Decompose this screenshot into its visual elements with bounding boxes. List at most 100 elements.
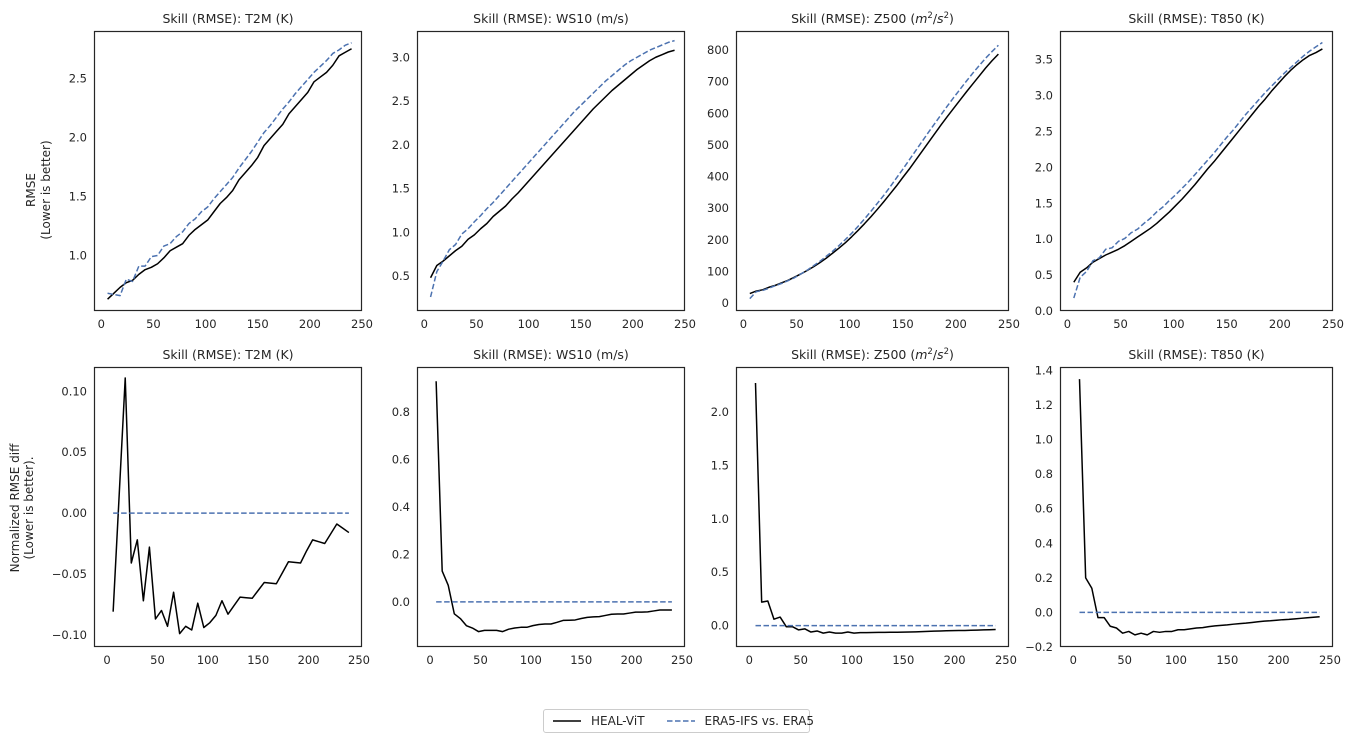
series-line-heal-vit [754,383,996,634]
x-tick-label: 250 [674,317,696,331]
y-tick-label: 100 [707,264,729,278]
y-tick-label: 2.0 [1035,160,1053,174]
plot-frame [1059,366,1334,648]
chart-panel-r1c2: Skill (RMSE): Z500 (m2/s2) 0 50 100 150 200 25… [711,347,1017,667]
x-tick-label: 250 [1319,653,1341,667]
y-tick-label: 2.5 [392,94,410,108]
y-tick-label: 400 [707,170,729,184]
chart-title: Skill (RMSE): Z500 (m2/s2) [791,11,954,26]
x-tick-label: 250 [671,653,693,667]
y-tick-label: −0.05 [52,567,87,581]
chart-title: Skill (RMSE): T2M (K) [162,347,293,362]
x-tick-label: 200 [622,317,644,331]
y-tick-label: −0.10 [52,628,87,642]
x-tick-label: 50 [146,317,161,331]
x-tick-label: 150 [570,653,592,667]
x-tick-label: 200 [621,653,643,667]
y-tick-label: 3.0 [392,50,410,64]
x-tick-label: 0 [1064,317,1071,331]
y-tick-label: 0.0 [1035,304,1053,318]
y-tick-label: 1.5 [711,458,729,472]
y-tick-label: 0 [722,296,729,310]
chart-panel-r1c3: Skill (RMSE): T850 (K) 0 50 100 150 200 250 −0.… [1025,347,1341,667]
y-tick-label: 0.2 [392,547,410,561]
plot-frame [735,366,1010,648]
x-tick-label: 100 [839,317,861,331]
x-tick-label: 100 [518,317,540,331]
chart-panel-r1c0: Skill (RMSE): T2M (K) 0 50 100 150 200 250 −0.1… [52,347,370,667]
x-tick-label: 100 [841,653,863,667]
y-tick-label: 1.0 [1035,433,1053,447]
x-tick-label: 100 [520,653,542,667]
chart-title: Skill (RMSE): Z500 (m2/s2) [791,347,954,362]
legend-entry-era5-ifs: ERA5-IFS vs. ERA5 [645,714,815,728]
x-tick-label: 200 [298,653,320,667]
legend-label-era5-ifs: ERA5-IFS vs. ERA5 [704,714,815,728]
y-tick-label: 0.2 [1035,571,1053,585]
y-tick-label: 2.0 [69,130,87,144]
y-tick-label: 2.5 [69,71,87,85]
x-tick-label: 50 [793,653,808,667]
x-tick-label: 200 [1268,653,1290,667]
series-line-heal-vit [107,48,352,300]
x-tick-label: 50 [469,317,484,331]
row0-ylabel: RMSE (Lower is better) [24,140,53,239]
series-line-heal-vit [429,49,675,279]
x-tick-label: 250 [351,317,373,331]
chart-title: Skill (RMSE): T850 (K) [1128,11,1264,26]
y-tick-label: 0.6 [392,453,410,467]
x-tick-label: 200 [299,317,321,331]
x-tick-label: 150 [570,317,592,331]
series-line-era5-ifs [429,39,675,298]
y-tick-label: 1.5 [69,189,87,203]
x-tick-label: 250 [995,653,1017,667]
x-tick-label: 250 [998,317,1020,331]
y-tick-label: −0.2 [1025,640,1053,654]
legend-label-heal-vit: HEAL-ViT [591,714,645,728]
y-tick-label: 300 [707,201,729,215]
x-tick-label: 50 [1117,653,1132,667]
y-tick-label: 700 [707,75,729,89]
row1-ylabel: Normalized RMSE diff (Lower is better). [8,443,36,573]
x-tick-label: 50 [473,653,488,667]
plot-frame [93,30,363,312]
x-tick-label: 0 [740,317,747,331]
chart-title: Skill (RMSE): T2M (K) [162,11,293,26]
x-tick-label: 100 [197,653,219,667]
x-tick-label: 200 [944,653,966,667]
chart-panel-r1c1: Skill (RMSE): WS10 (m/s) 0 50 100 150 200 250 0… [392,347,693,667]
y-tick-label: 0.0 [1035,605,1053,619]
x-tick-label: 150 [1216,653,1238,667]
y-tick-label: 1.0 [1035,232,1053,246]
y-tick-label: 0.8 [392,405,410,419]
row1-ylabel-line2: (Lower is better). [22,456,36,559]
legend-solid-line-icon [553,720,581,722]
row0-ylabel-line2: (Lower is better) [39,140,53,239]
x-tick-label: 200 [945,317,967,331]
y-tick-label: 0.0 [711,619,729,633]
x-tick-label: 150 [247,317,269,331]
y-tick-label: 0.5 [1035,268,1053,282]
x-tick-label: 50 [150,653,165,667]
y-tick-label: 1.0 [392,225,410,239]
x-tick-label: 150 [1216,317,1238,331]
plot-frame [93,366,363,648]
chart-panel-r0c2: Skill (RMSE): Z500 (m2/s2) 0 50 100 150 200 25… [707,11,1020,331]
y-tick-label: 0.0 [392,595,410,609]
y-tick-label: 0.6 [1035,502,1053,516]
x-tick-label: 150 [247,653,269,667]
x-tick-label: 0 [746,653,753,667]
x-tick-label: 50 [1113,317,1128,331]
x-tick-label: 250 [1322,317,1344,331]
series-line-era5-ifs [749,44,999,300]
row0-ylabel-line1: RMSE [24,173,38,207]
y-tick-label: 1.4 [1035,363,1053,377]
y-tick-label: 500 [707,138,729,152]
y-tick-label: 200 [707,233,729,247]
y-tick-label: 0.00 [61,506,87,520]
chart-panel-r0c3: Skill (RMSE): T850 (K) 0 50 100 150 200 250 0.0… [1035,11,1344,331]
x-tick-label: 250 [348,653,370,667]
x-tick-label: 100 [1165,653,1187,667]
y-tick-label: 1.2 [1035,398,1053,412]
